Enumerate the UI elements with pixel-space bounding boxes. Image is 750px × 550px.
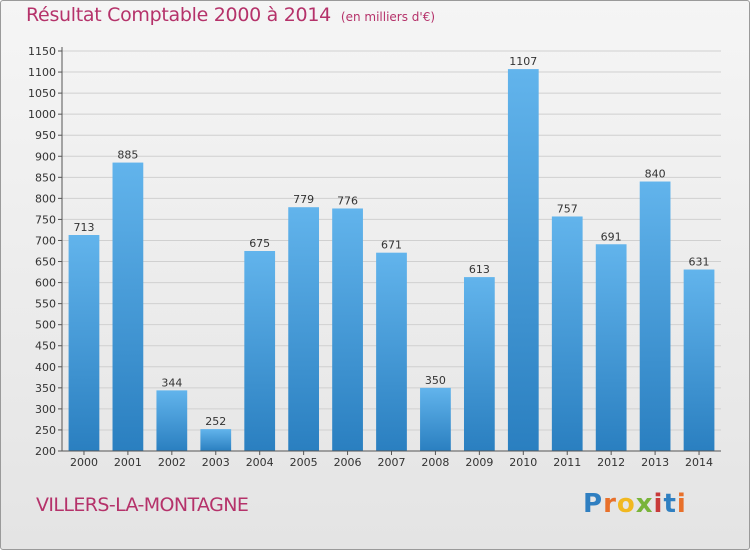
y-tick-label: 200 — [35, 445, 56, 458]
y-tick-label: 850 — [35, 171, 56, 184]
x-tick-label-2002: 2002 — [158, 456, 186, 469]
bars — [68, 69, 715, 452]
data-label-2007: 671 — [381, 239, 402, 252]
labels: 200 250 300 350 400 450 500 550 600 650 700 750 800 8… — [28, 45, 713, 469]
x-tick-label-2001: 2001 — [114, 456, 142, 469]
data-label-2011: 757 — [557, 202, 578, 215]
axes — [58, 47, 721, 455]
bar-2012 — [595, 244, 627, 451]
y-tick-label: 950 — [35, 129, 56, 142]
chart-title: Résultat Comptable 2000 à 2014 — [26, 4, 331, 26]
bar-2001 — [112, 162, 144, 451]
commune-name: VILLERS-LA-MONTAGNE — [36, 494, 249, 516]
data-label-2014: 631 — [689, 256, 710, 269]
bar-2006 — [332, 208, 363, 451]
chart-subtitle: (en milliers d'€) — [340, 10, 436, 24]
x-tick-label-2000: 2000 — [70, 456, 98, 469]
bar-2007 — [376, 252, 407, 451]
y-tick-label: 1150 — [28, 45, 56, 58]
y-tick-label: 400 — [35, 361, 56, 374]
x-tick-label-2005: 2005 — [290, 456, 318, 469]
x-tick-label-2006: 2006 — [334, 456, 362, 469]
data-label-2005: 779 — [293, 193, 314, 206]
bar-2010 — [507, 69, 539, 452]
x-tick-label-2008: 2008 — [421, 456, 449, 469]
bar-2009 — [463, 277, 495, 451]
x-tick-label-2007: 2007 — [378, 456, 406, 469]
data-label-2004: 675 — [249, 237, 270, 250]
bar-2013 — [639, 181, 671, 452]
data-label-2013: 840 — [645, 168, 666, 181]
proxiti-logo[interactable]: Proxiti — [583, 489, 687, 519]
y-tick-label: 900 — [35, 150, 56, 163]
y-tick-label: 1050 — [28, 87, 56, 100]
data-label-2001: 885 — [117, 149, 138, 162]
x-tick-label-2003: 2003 — [202, 456, 230, 469]
bar-2003 — [200, 429, 232, 451]
data-label-2003: 252 — [205, 415, 226, 428]
bar-2005 — [288, 207, 320, 451]
bar-2014 — [683, 269, 715, 451]
data-label-2012: 691 — [601, 230, 622, 243]
title-line: Résultat Comptable 2000 à 2014 (en millie… — [26, 4, 435, 26]
x-tick-label-2009: 2009 — [465, 456, 493, 469]
y-tick-label: 350 — [35, 382, 56, 395]
y-tick-label: 450 — [35, 340, 56, 353]
data-label-2008: 350 — [425, 374, 446, 387]
bar-2011 — [551, 216, 583, 451]
y-tick-label: 800 — [35, 192, 56, 205]
bar-2004 — [244, 251, 276, 451]
data-label-2002: 344 — [161, 376, 182, 389]
y-tick-label: 300 — [35, 403, 56, 416]
x-tick-label-2013: 2013 — [641, 456, 669, 469]
x-tick-label-2011: 2011 — [553, 456, 581, 469]
data-label-2006: 776 — [337, 194, 358, 207]
x-tick-label-2004: 2004 — [246, 456, 274, 469]
x-tick-label-2012: 2012 — [597, 456, 625, 469]
y-tick-label: 600 — [35, 277, 56, 290]
bar-2000 — [68, 235, 100, 451]
y-tick-label: 700 — [35, 234, 56, 247]
data-label-2009: 613 — [469, 263, 490, 276]
y-tick-label: 1000 — [28, 108, 56, 121]
y-tick-label: 250 — [35, 424, 56, 437]
y-tick-label: 1100 — [28, 66, 56, 79]
y-tick-label: 650 — [35, 256, 56, 269]
x-tick-label-2014: 2014 — [685, 456, 713, 469]
y-tick-label: 500 — [35, 319, 56, 332]
y-tick-label: 750 — [35, 213, 56, 226]
bar-2002 — [156, 390, 188, 451]
x-tick-label-2010: 2010 — [509, 456, 537, 469]
data-label-2000: 713 — [73, 221, 94, 234]
bar-2008 — [420, 387, 451, 451]
data-label-2010: 1107 — [509, 55, 537, 68]
y-tick-label: 550 — [35, 298, 56, 311]
